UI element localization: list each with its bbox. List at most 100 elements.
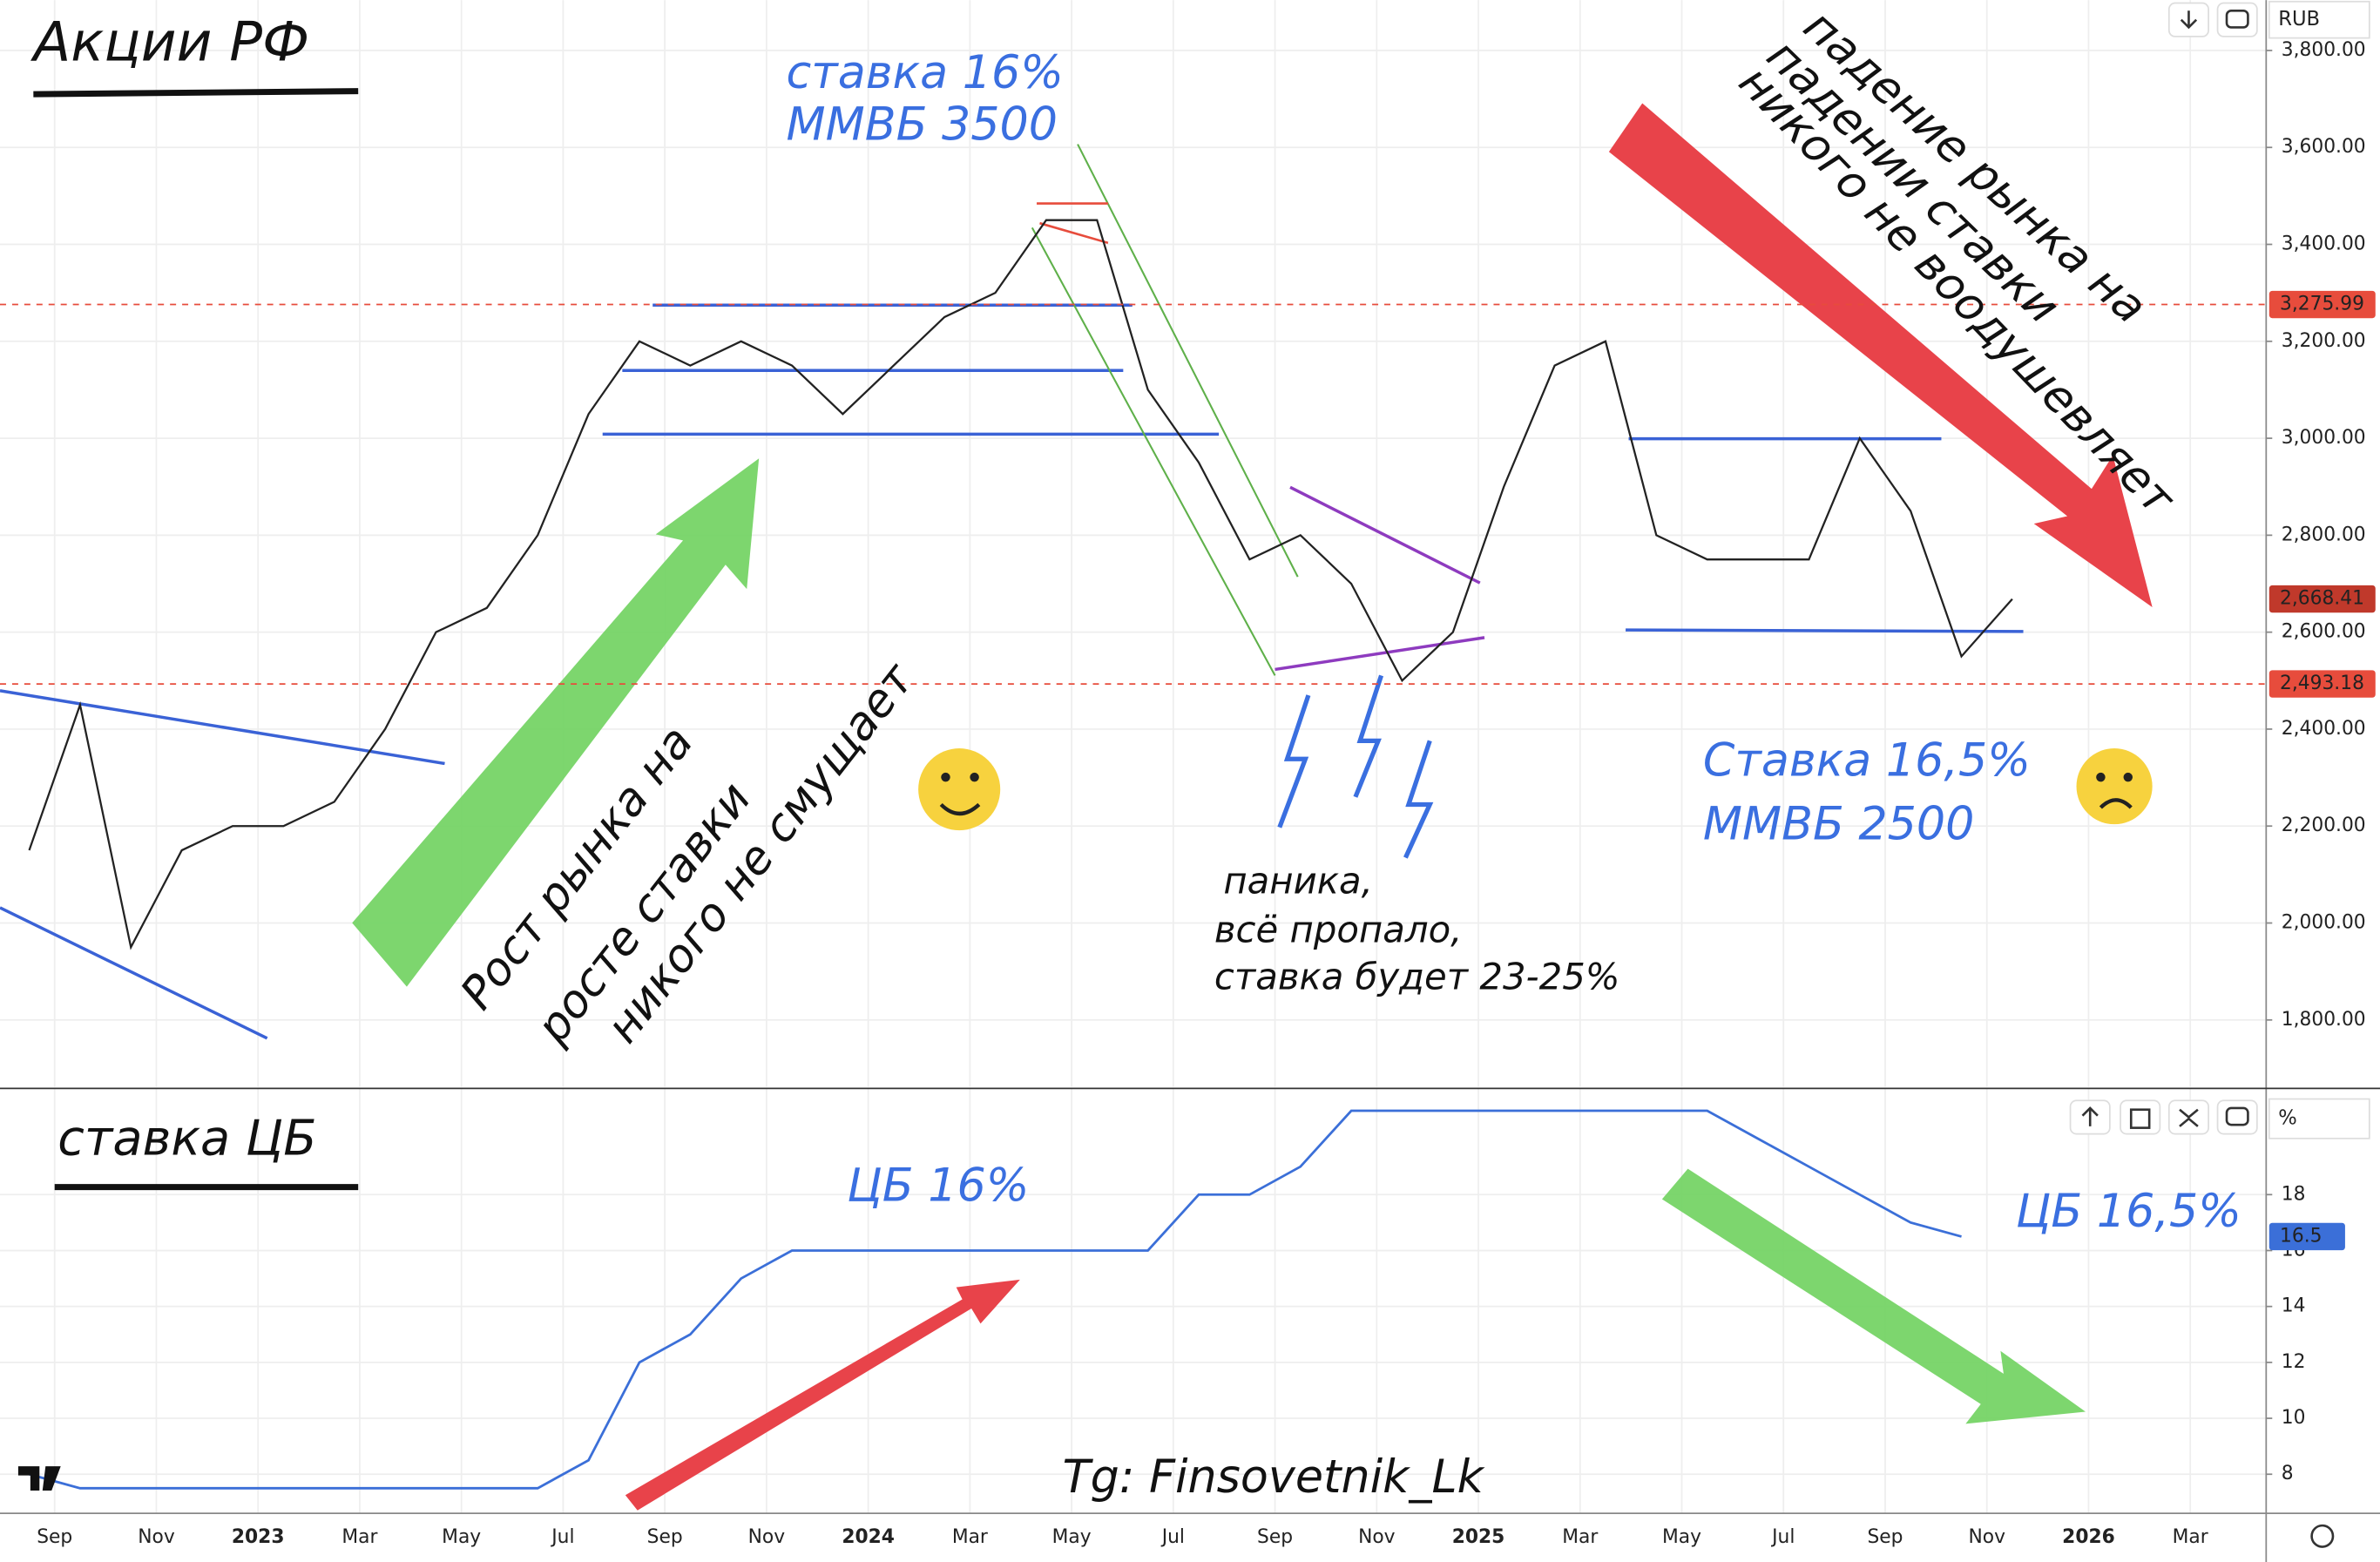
y-tick-label: 10 [2282, 1407, 2306, 1429]
sad-face [2076, 748, 2153, 825]
smiley-mouth [939, 802, 981, 816]
series-line [29, 1109, 1962, 1490]
currency-button[interactable] [2268, 0, 2370, 39]
x-tick-label: Nov [748, 1526, 786, 1548]
underline [33, 88, 359, 98]
grid [0, 0, 2267, 1514]
channel-line [1031, 227, 1276, 676]
icon [2180, 10, 2198, 30]
icon [2225, 1106, 2249, 1126]
arrow [1608, 103, 2153, 608]
channel-line [1077, 144, 1299, 578]
y-tick-label: 2,400.00 [2282, 718, 2366, 740]
icon [2129, 1108, 2151, 1129]
price-label: 2,493.18 [2280, 673, 2364, 694]
button[interactable] [2216, 1099, 2258, 1135]
annotation: ставка 16% [787, 46, 1064, 99]
sad-eye [2096, 772, 2106, 782]
toolbar: RUB % [17, 0, 2370, 1548]
x-tick-label: Jul [550, 1526, 574, 1548]
arrow [352, 458, 760, 987]
x-tick-label: Sep [37, 1526, 72, 1548]
last-value-label: 16.5 [2280, 1225, 2322, 1247]
arrows [352, 103, 2153, 1511]
trend-line [0, 906, 268, 1040]
price-label: 2,668.41 [2280, 588, 2364, 610]
sad-eye [2123, 772, 2133, 782]
smiley [918, 748, 1001, 831]
annotation: ЦБ 16% [847, 1159, 1029, 1212]
lightning [1277, 694, 1311, 828]
x-tick-label: Jul [1770, 1526, 1795, 1548]
x-tick-label: 2023 [232, 1526, 285, 1548]
x-tick-label: 2025 [1452, 1526, 1505, 1548]
icon [2225, 9, 2249, 29]
y-tick-label: 12 [2282, 1351, 2306, 1373]
y-tick-label: 3,800.00 [2282, 39, 2366, 61]
unit: % [2278, 1107, 2297, 1130]
x-tick-label: Sep [1867, 1526, 1903, 1548]
y-tick-label: 2,200.00 [2282, 815, 2366, 836]
settings-icon[interactable] [2310, 1524, 2335, 1548]
x-tick-label: Jul [1160, 1526, 1185, 1548]
annotation: Tg: Finsovetnik_Lk [1063, 1450, 1485, 1504]
lightning [1403, 740, 1434, 859]
annotation: ММВБ 2500 [1703, 798, 1975, 851]
icon [2179, 1108, 2199, 1127]
smiley-eye [970, 772, 979, 782]
icon [2081, 1106, 2099, 1126]
button[interactable] [2216, 2, 2258, 37]
y-tick-label: 18 [2282, 1183, 2306, 1205]
x-tick-label: Mar [341, 1526, 377, 1548]
arrow [625, 1279, 1020, 1511]
x-tick-label: Nov [138, 1526, 175, 1548]
lightning [1353, 674, 1384, 798]
annotation: ставка будет 23-25% [1214, 955, 1620, 997]
logo [17, 1466, 61, 1491]
unit-button[interactable] [2268, 1098, 2370, 1139]
x-tick-label: May [1662, 1526, 1701, 1548]
emoji [918, 748, 2153, 831]
x-tick-label: Mar [2173, 1526, 2208, 1548]
y-tick-label: 8 [2282, 1463, 2294, 1484]
y-tick-label: 1,800.00 [2282, 1009, 2366, 1031]
x-tick-label: Sep [1257, 1526, 1293, 1548]
y-tick-label: 3,600.00 [2282, 136, 2366, 158]
x-tick-label: Sep [647, 1526, 683, 1548]
x-tick-label: Mar [952, 1526, 988, 1548]
price-label: 3,275.99 [2280, 294, 2364, 315]
level-line [1626, 628, 2024, 633]
series-line [28, 219, 2013, 950]
trend-line [1289, 485, 1481, 585]
x-tick-label: May [442, 1526, 481, 1548]
y-tick-label: 3,400.00 [2282, 233, 2366, 255]
trend-line [1039, 221, 1109, 245]
price-label-box [2268, 670, 2376, 698]
sad-mouth [2099, 798, 2133, 809]
x-tick-label: 2026 [2062, 1526, 2115, 1548]
y-tick-label: 3,000.00 [2282, 427, 2366, 449]
annotation: Ставка 16,5% [1703, 734, 2031, 787]
y-tick-label: 2,600.00 [2282, 621, 2366, 643]
y-tick-label: 14 [2282, 1295, 2306, 1317]
x-tick-label: Nov [1968, 1526, 2005, 1548]
smiley-eye [941, 772, 950, 782]
trend-line [1275, 636, 1485, 672]
price-label-box [2268, 290, 2376, 319]
currency: RUB [2278, 8, 2320, 30]
x-tick-label: May [1052, 1526, 1092, 1548]
last-value-box [2268, 1222, 2345, 1251]
pane-title: Акции РФ [30, 10, 309, 73]
y-tick-label: 2,800.00 [2282, 524, 2366, 545]
x-tick-label: 2024 [842, 1526, 895, 1548]
annotation: всё пропало, [1214, 908, 1463, 950]
pane-title: ставка ЦБ [57, 1110, 316, 1166]
x-tick-label: Nov [1358, 1526, 1396, 1548]
y-tick-label: 3,200.00 [2282, 330, 2366, 352]
price-label-box [2268, 585, 2376, 613]
x-tick-label: Mar [1562, 1526, 1598, 1548]
annotation: ММВБ 3500 [787, 98, 1058, 151]
